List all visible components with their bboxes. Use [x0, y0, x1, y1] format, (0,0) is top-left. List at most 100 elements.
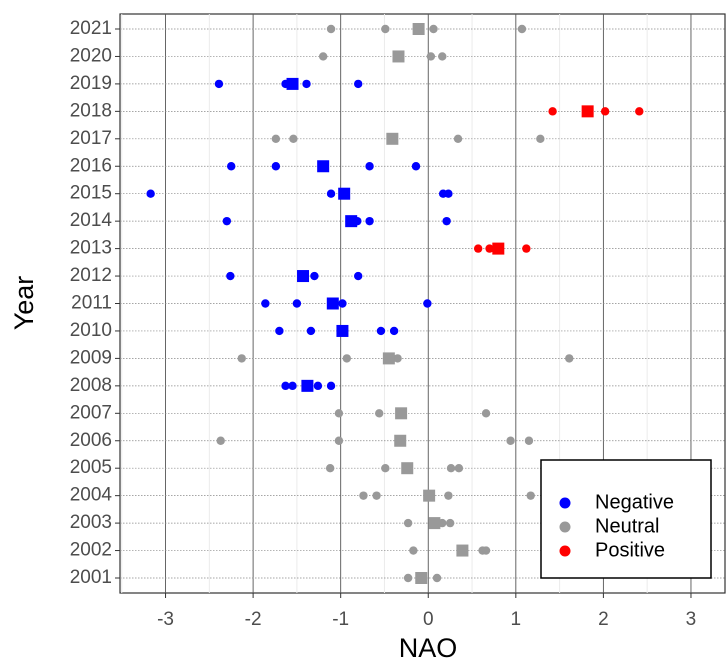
mean-square: [297, 270, 310, 283]
y-tick-label: 2014: [70, 210, 113, 231]
x-tick-label: 3: [686, 609, 697, 630]
point: [429, 24, 438, 34]
y-tick-label: 2004: [70, 485, 113, 506]
point: [226, 271, 235, 281]
point: [222, 216, 232, 226]
legend-label: Negative: [595, 491, 674, 513]
point: [288, 381, 297, 391]
y-tick-label: 2001: [70, 567, 112, 588]
y-tick-label: 2003: [70, 512, 112, 533]
point: [411, 162, 421, 171]
point: [485, 244, 494, 253]
point: [403, 518, 413, 528]
legend-label: Neutral: [595, 515, 659, 537]
point: [318, 52, 328, 61]
point: [453, 134, 463, 143]
point: [353, 79, 363, 89]
point: [409, 546, 418, 555]
mean-square: [336, 324, 349, 337]
mean-square: [581, 105, 594, 118]
point: [342, 354, 352, 363]
point: [310, 271, 319, 281]
point: [565, 354, 574, 363]
point: [442, 216, 451, 226]
point: [381, 464, 390, 473]
point: [359, 491, 368, 500]
point: [261, 299, 270, 308]
point: [275, 326, 284, 336]
legend-marker: [559, 521, 571, 533]
mean-square: [428, 517, 441, 530]
y-tick-label: 2008: [70, 375, 112, 396]
y-tick-label: 2015: [70, 183, 112, 204]
y-tick-label: 2006: [70, 430, 112, 451]
y-tick-label: 2018: [70, 100, 112, 121]
mean-square: [456, 544, 469, 557]
y-tick-label: 2009: [70, 347, 112, 368]
legend-box: [540, 459, 712, 579]
y-tick-label: 2002: [70, 540, 112, 561]
legend-marker: [559, 497, 571, 509]
y-tick-label: 2017: [70, 128, 112, 149]
point: [473, 244, 483, 253]
point: [325, 464, 335, 473]
point: [423, 299, 432, 308]
point: [289, 134, 298, 143]
point: [445, 518, 455, 528]
mean-square: [317, 160, 330, 173]
point: [146, 189, 155, 198]
point: [432, 573, 442, 583]
legend-marker: [559, 545, 571, 557]
point: [481, 409, 491, 418]
mean-square: [401, 462, 414, 475]
point: [444, 491, 453, 500]
point: [237, 354, 246, 363]
x-tick-label: -2: [245, 609, 262, 630]
point: [292, 299, 302, 308]
mean-square: [394, 434, 407, 447]
point: [353, 271, 363, 281]
point: [372, 491, 381, 500]
point: [389, 326, 399, 336]
mean-square: [301, 379, 314, 392]
point: [375, 409, 384, 418]
point: [302, 79, 311, 89]
plot-layer: [120, 14, 726, 593]
y-tick-label: 2019: [70, 73, 112, 94]
point: [326, 24, 336, 34]
x-tick-label: -1: [332, 609, 349, 630]
point: [446, 464, 456, 473]
mean-square: [395, 407, 408, 420]
y-tick-label: 2013: [70, 238, 112, 259]
y-tick-label: 2011: [71, 293, 112, 314]
mean-square: [326, 297, 339, 310]
mean-square: [412, 23, 425, 35]
point: [271, 162, 281, 171]
point: [216, 436, 225, 445]
point: [338, 299, 347, 308]
legend-label: Positive: [595, 539, 665, 561]
point: [365, 216, 374, 226]
y-tick-label: 2005: [70, 457, 112, 478]
point: [426, 52, 436, 61]
mean-square: [415, 572, 428, 584]
point: [227, 162, 236, 171]
y-tick-label: 2007: [70, 402, 112, 423]
point: [381, 24, 390, 34]
point: [281, 381, 290, 391]
point: [635, 107, 644, 116]
point: [271, 134, 281, 143]
point: [326, 189, 336, 198]
point: [365, 162, 374, 171]
y-tick-label: 2021: [70, 18, 112, 39]
mean-square: [386, 132, 399, 145]
point: [600, 107, 610, 116]
mean-square: [423, 489, 436, 502]
point: [524, 436, 534, 445]
y-axis-title: Year: [9, 276, 39, 331]
y-tick-label: 2012: [70, 265, 112, 286]
point: [517, 24, 527, 34]
point: [403, 573, 413, 583]
y-tick-label: 2010: [70, 320, 112, 341]
